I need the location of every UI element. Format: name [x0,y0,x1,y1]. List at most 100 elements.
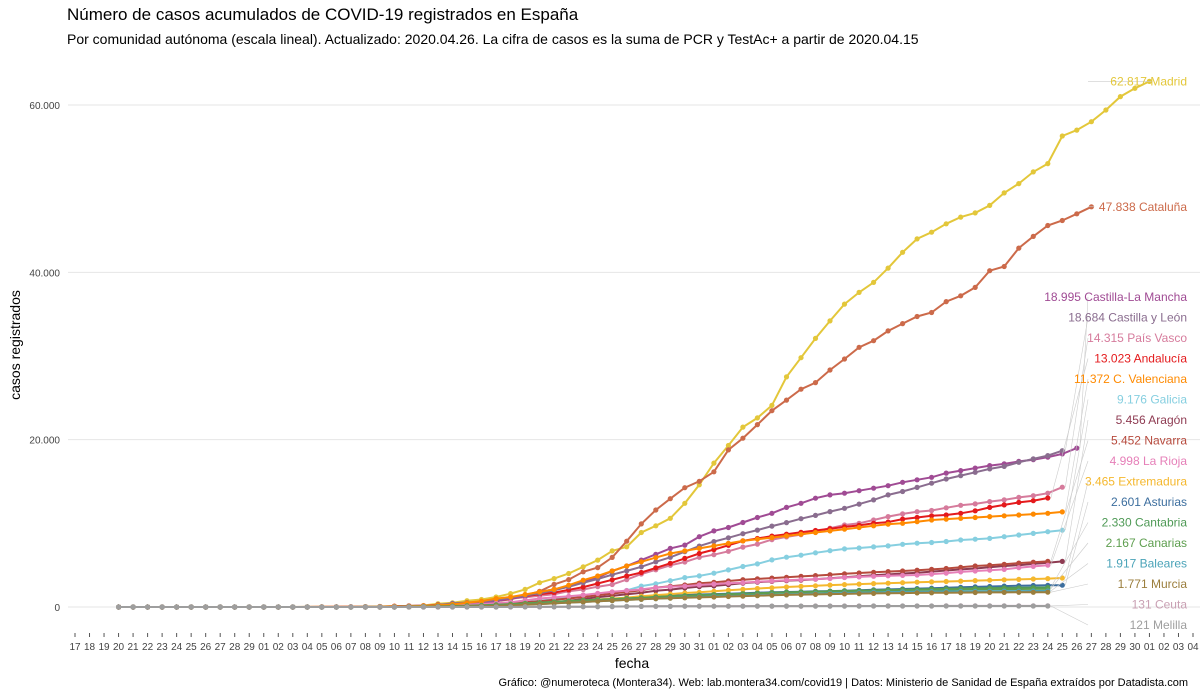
data-point [566,604,572,610]
data-point [943,221,949,227]
x-tick-label: 01 [708,642,720,653]
data-point [711,581,717,587]
data-point [508,604,514,610]
data-point [769,523,775,529]
data-point [841,603,848,609]
data-point [943,578,949,585]
data-point [914,313,920,320]
data-point [667,545,673,552]
data-point [972,568,978,574]
data-point [798,603,804,609]
data-point [987,535,993,542]
data-point [1001,561,1007,567]
data-point [812,576,819,582]
data-point [798,355,804,361]
data-point [682,485,688,491]
data-point [725,548,732,554]
data-point [653,596,659,602]
data-point [972,284,978,290]
data-point [987,603,993,609]
x-tick-label: 06 [781,642,793,653]
x-tick-label: 21 [128,642,140,653]
x-tick-label: 20 [984,642,996,653]
data-point [841,591,848,597]
series-lines [116,78,1152,610]
data-point [871,603,877,609]
data-point [667,560,673,566]
data-point [725,442,732,449]
y-tick-label: 60.000 [29,101,60,112]
data-point [653,585,659,591]
data-point [900,580,906,586]
data-point [667,595,673,601]
data-point [798,500,804,506]
y-tick-label: 20.000 [29,436,60,447]
data-point [900,321,906,327]
data-point [696,582,702,588]
data-point [696,573,702,579]
data-point [348,604,354,610]
data-point [638,559,644,565]
x-tick-label: 16 [476,642,488,653]
data-point [203,604,209,610]
data-point [929,517,935,523]
data-point [769,603,775,609]
data-point [885,580,891,586]
data-point [856,591,862,597]
data-point [740,435,746,441]
data-point [856,603,862,609]
x-tick-label: 25 [607,642,619,653]
data-point [987,514,993,520]
data-point [725,603,732,609]
data-point [987,268,993,274]
data-point [783,504,790,510]
data-point [653,581,659,587]
data-point [972,469,978,475]
data-point [769,408,775,414]
data-point [958,590,964,596]
x-tick-label: 26 [1071,642,1083,653]
data-point [740,424,746,430]
data-point [1088,119,1094,125]
data-point [769,535,775,541]
data-point [725,447,732,453]
data-point [1030,169,1036,175]
data-point [769,578,775,584]
data-point [696,534,702,540]
data-point [885,573,891,579]
data-point [1045,161,1051,167]
data-point [987,466,993,472]
data-point [1001,577,1007,583]
data-point [696,594,702,601]
data-point [725,567,732,573]
data-point [1016,589,1022,595]
data-point [958,510,964,516]
data-point [827,603,833,609]
data-point [943,476,949,482]
data-point [972,210,978,216]
data-point [1001,603,1007,609]
data-point [1001,513,1007,519]
x-tick-label: 02 [1158,642,1170,653]
data-point [1045,562,1051,568]
data-point [333,604,339,610]
data-point [900,590,906,596]
x-tick-label: 07 [795,642,807,653]
x-tick-label: 20 [534,642,546,653]
data-point [537,589,543,595]
x-tick-label: 17 [491,642,503,653]
data-point [1074,445,1080,451]
data-point [682,595,688,601]
data-point [900,511,906,517]
leader-line [1065,378,1089,512]
data-point [522,604,528,610]
data-point [1016,499,1022,505]
data-point [798,552,804,558]
data-point [958,603,964,609]
data-point [900,572,906,579]
series-end-label: 2.601 Asturias [1111,495,1187,509]
data-point [653,559,659,565]
data-point [609,572,615,578]
data-point [754,415,761,421]
data-point [900,249,906,255]
